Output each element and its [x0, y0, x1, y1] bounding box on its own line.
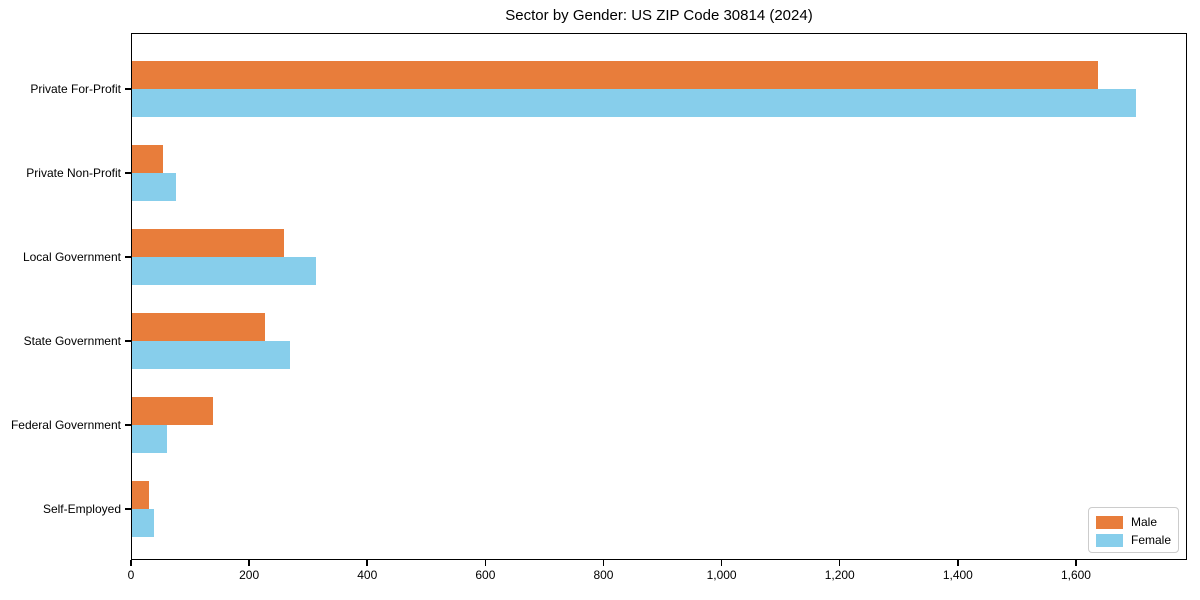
- y-axis-label-private-for-profit: Private For-Profit: [30, 82, 121, 96]
- bar-female-self-employed: [132, 508, 154, 537]
- x-tick-label-1000: 1,000: [706, 568, 737, 582]
- bar-female-state-government: [132, 340, 290, 369]
- bar-male-federal-government: [132, 396, 213, 425]
- y-tick-self-employed: [125, 508, 131, 510]
- legend-swatch-male: [1096, 515, 1123, 529]
- x-tick-label-1600: 1,600: [1060, 568, 1091, 582]
- x-tick-200: [248, 560, 250, 566]
- legend-item-male: Male: [1096, 514, 1178, 530]
- legend: Male Female: [1088, 507, 1179, 553]
- x-tick-600: [484, 560, 487, 566]
- chart-title: Sector by Gender: US ZIP Code 30814 (202…: [505, 7, 813, 24]
- x-tick-label-600: 600: [475, 568, 496, 582]
- x-tick-400: [366, 560, 368, 566]
- x-tick-1000: [720, 560, 723, 566]
- y-tick-federal-government: [125, 424, 131, 426]
- bar-female-private-for-profit: [132, 88, 1136, 117]
- y-axis-label-federal-government: Federal Government: [10, 418, 121, 432]
- x-tick-0: [130, 560, 132, 566]
- bar-female-private-non-profit: [132, 172, 177, 201]
- bar-female-federal-government: [132, 424, 167, 453]
- x-tick-1600: [1075, 560, 1077, 566]
- x-tick-label-1200: 1,200: [824, 568, 855, 582]
- y-tick-local-government: [125, 256, 131, 258]
- bar-male-private-non-profit: [132, 144, 164, 173]
- x-tick-label-800: 800: [593, 568, 614, 582]
- legend-swatch-female: [1096, 533, 1123, 547]
- legend-label-female: Female: [1131, 532, 1172, 547]
- x-tick-label-0: 0: [127, 568, 135, 582]
- y-tick-state-government: [125, 340, 131, 342]
- y-axis-label-private-non-profit: Private Non-Profit: [26, 166, 121, 180]
- plot-area: [131, 33, 1187, 560]
- bar-male-private-for-profit: [132, 60, 1099, 89]
- x-tick-1200: [838, 560, 841, 566]
- bar-male-state-government: [132, 312, 266, 341]
- y-axis-label-self-employed: Self-Employed: [42, 502, 121, 516]
- bar-male-local-government: [132, 228, 285, 257]
- x-tick-800: [602, 560, 605, 566]
- bar-male-self-employed: [132, 480, 149, 509]
- x-tick-1400: [957, 560, 959, 566]
- y-axis-label-state-government: State Government: [23, 334, 121, 348]
- y-axis-label-local-government: Local Government: [22, 250, 121, 264]
- x-tick-label-1400: 1,400: [942, 568, 973, 582]
- x-tick-label-400: 400: [357, 568, 378, 582]
- legend-label-male: Male: [1131, 514, 1158, 529]
- x-tick-label-200: 200: [239, 568, 260, 582]
- y-tick-private-non-profit: [125, 172, 131, 174]
- legend-item-female: Female: [1096, 532, 1178, 548]
- bar-female-local-government: [132, 256, 316, 285]
- y-tick-private-for-profit: [125, 88, 131, 90]
